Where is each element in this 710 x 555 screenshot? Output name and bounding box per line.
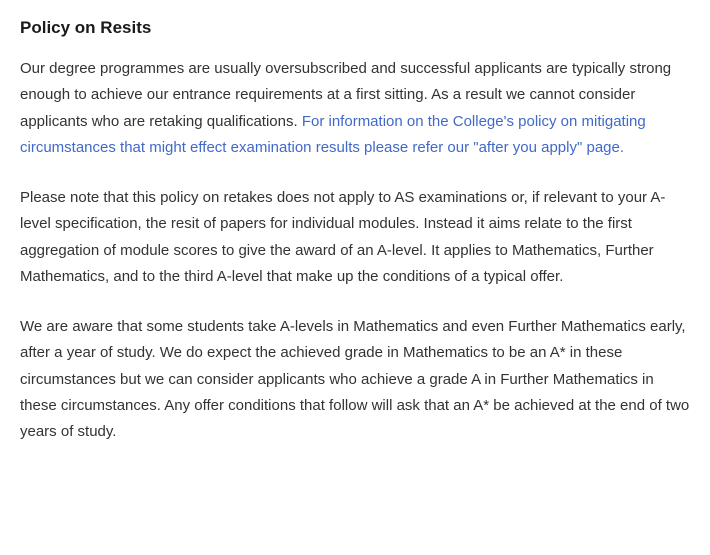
policy-heading: Policy on Resits [20,18,690,38]
paragraph-2: Please note that this policy on retakes … [20,185,690,290]
paragraph-1: Our degree programmes are usually oversu… [20,56,690,161]
paragraph-3: We are aware that some students take A-l… [20,314,690,445]
